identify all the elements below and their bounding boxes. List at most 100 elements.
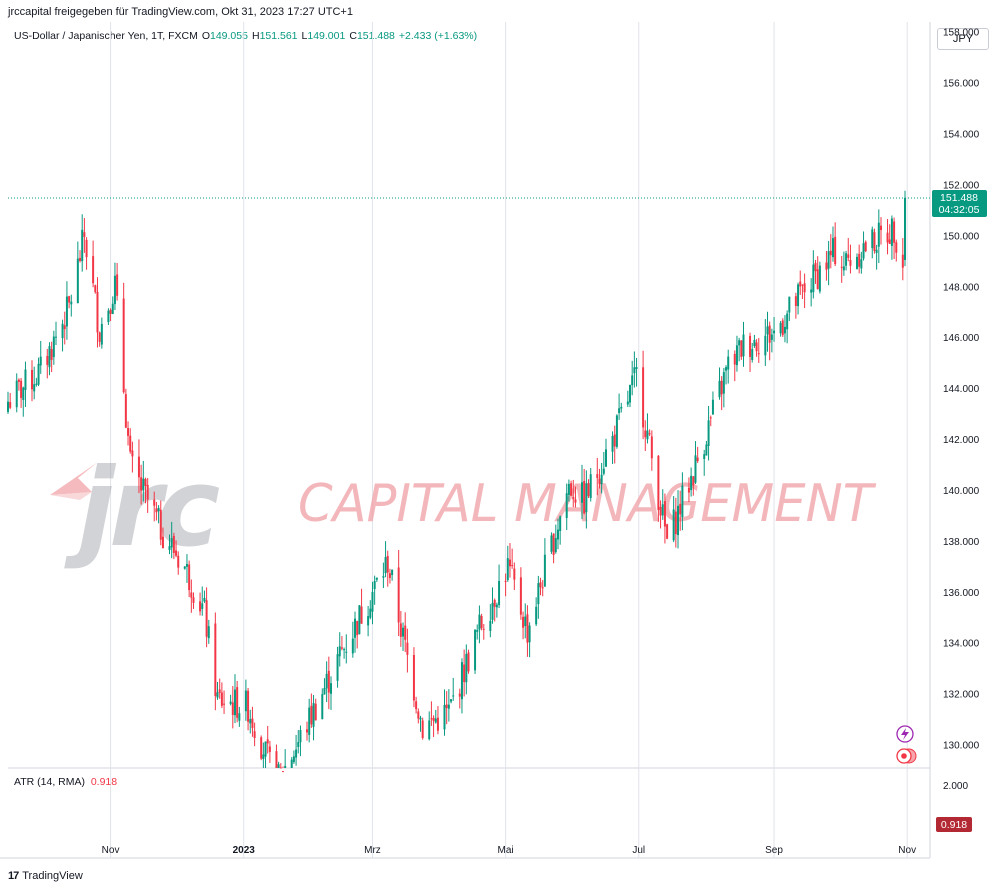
- price-tick-label: 150.000: [943, 231, 980, 242]
- candle-body: [635, 367, 638, 369]
- candle-body: [236, 687, 239, 718]
- candle-body: [129, 435, 132, 452]
- candle-body: [587, 483, 590, 497]
- candle-body: [268, 746, 271, 752]
- symbol-title: US-Dollar / Japanischer Yen, 1T, FXCM: [14, 30, 198, 42]
- chart-grid: [0, 22, 931, 859]
- candle-body: [124, 394, 127, 428]
- time-tick-label: Sep: [765, 845, 783, 856]
- candle-body: [415, 701, 418, 710]
- last-price-tag: [932, 189, 987, 217]
- candle-body: [801, 284, 804, 286]
- candle-body: [247, 690, 250, 722]
- candle-body: [338, 646, 341, 657]
- candle-body: [862, 243, 865, 259]
- candle-body: [434, 718, 437, 723]
- candle-body: [343, 649, 346, 651]
- candle-body: [428, 720, 431, 740]
- candle-body: [692, 476, 695, 486]
- candle-body: [694, 455, 697, 483]
- candle-body: [419, 717, 422, 720]
- candle-body: [68, 296, 71, 303]
- candle-body: [83, 232, 86, 237]
- candle-body: [644, 430, 647, 438]
- candle-body: [356, 620, 359, 636]
- candle-body: [877, 222, 880, 247]
- candle-body: [679, 503, 682, 515]
- candle-body: [598, 478, 601, 485]
- candle-body: [720, 380, 723, 395]
- candle-body: [755, 342, 758, 352]
- change-value: +2.433 (+1.63%): [398, 30, 478, 42]
- candle-body: [458, 693, 461, 697]
- candle-body: [351, 638, 354, 654]
- candle-body: [895, 242, 898, 253]
- last-price-label: 151.488: [940, 192, 978, 204]
- candle-body: [310, 705, 313, 725]
- candle-body: [170, 538, 173, 548]
- dividends-icon[interactable]: [896, 748, 917, 764]
- candle-body: [901, 254, 904, 268]
- high-label: H: [251, 30, 260, 42]
- candle-body: [506, 558, 509, 581]
- candle-body: [677, 505, 680, 536]
- price-tick-label: 154.000: [943, 130, 980, 141]
- candle-body: [618, 408, 621, 414]
- candle-body: [834, 236, 837, 265]
- candle-body: [20, 380, 23, 398]
- candle-body: [781, 320, 784, 336]
- candle-body: [550, 535, 553, 552]
- tradingview-logo-icon: 17: [8, 870, 19, 882]
- candle-body: [849, 260, 852, 266]
- atr-legend[interactable]: ATR (14, RMA) 0.918: [14, 776, 117, 788]
- candle-body: [786, 313, 789, 330]
- candle-body: [111, 303, 114, 314]
- candle-body: [567, 483, 570, 495]
- tradingview-brand[interactable]: 17 TradingView: [8, 870, 83, 882]
- candle-body: [888, 239, 891, 244]
- candle-body: [15, 380, 18, 408]
- candle-body: [281, 771, 284, 773]
- symbol-legend[interactable]: US-Dollar / Japanischer Yen, 1T, FXCM O1…: [14, 30, 477, 42]
- candle-body: [216, 692, 219, 698]
- candle-body: [131, 450, 134, 457]
- candle-body: [648, 433, 651, 435]
- time-tick-label: Nov: [102, 845, 120, 856]
- candle-body: [109, 309, 112, 314]
- candle-body: [770, 334, 773, 340]
- candle-body: [290, 759, 293, 768]
- flash-icon[interactable]: [896, 725, 914, 743]
- candle-body: [541, 587, 544, 589]
- candle-body: [406, 642, 409, 655]
- candle-body: [157, 507, 160, 512]
- candle-body: [168, 546, 171, 550]
- candle-body: [306, 729, 308, 733]
- currency-button[interactable]: JPY: [937, 28, 989, 50]
- candle-body: [55, 336, 58, 338]
- candle-body: [753, 340, 756, 347]
- candle-body: [858, 253, 861, 267]
- candle-body: [144, 478, 147, 486]
- candle-body: [107, 310, 110, 323]
- price-tick-label: 144.000: [943, 384, 980, 395]
- candle-body: [177, 555, 180, 568]
- price-tick-label: 136.000: [943, 588, 980, 599]
- candle-body: [76, 258, 79, 304]
- candle-body: [735, 345, 738, 366]
- candle-body: [707, 420, 710, 447]
- candle-body: [528, 625, 531, 643]
- candle-body: [816, 269, 819, 289]
- candle-body: [537, 583, 540, 605]
- candle-body: [325, 673, 328, 689]
- candle-body: [122, 298, 125, 393]
- candle-body: [92, 256, 95, 284]
- candle-body: [284, 765, 287, 768]
- candle-body: [519, 577, 522, 615]
- candle-body: [373, 581, 376, 590]
- candle-body: [33, 384, 36, 392]
- price-tick-label: 138.000: [943, 537, 980, 548]
- candle-body: [185, 563, 188, 567]
- candle-body: [508, 559, 511, 567]
- candle-body: [893, 221, 896, 243]
